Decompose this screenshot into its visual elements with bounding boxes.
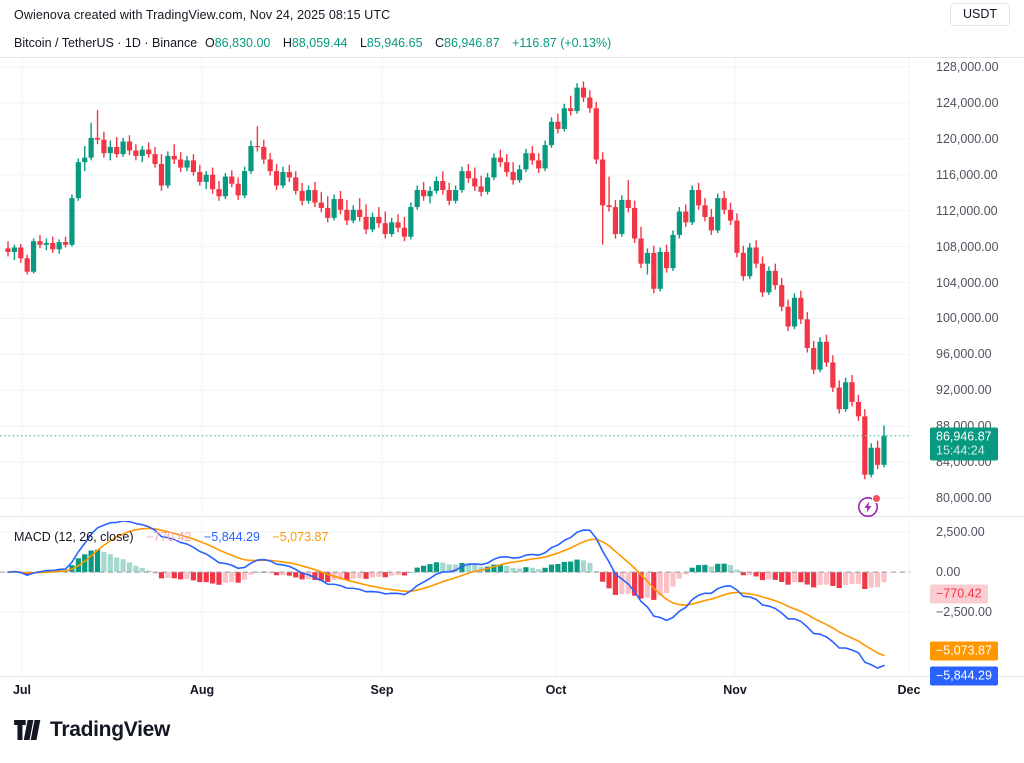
time-axis-tick: Dec xyxy=(897,683,921,697)
tradingview-wordmark: TradingView xyxy=(50,718,171,741)
price-chart-pane[interactable] xyxy=(0,58,1024,516)
macd-hist-value: −770.42 xyxy=(145,530,192,544)
pane-divider-top xyxy=(0,57,1024,58)
pane-divider-bottom xyxy=(0,676,1024,677)
ohlc-close-value: 86,946.87 xyxy=(444,36,500,50)
candlestick-plot xyxy=(0,58,910,516)
lightning-bolt-icon[interactable] xyxy=(856,494,881,519)
ohlc-high-value: 88,059.44 xyxy=(291,36,348,50)
macd-signal-value: −5,073.87 xyxy=(272,530,329,544)
macd-line-value: −5,844.29 xyxy=(204,530,260,544)
tradingview-mark-icon xyxy=(14,720,41,740)
ohlc-change: +116.87 (+0.13%) xyxy=(512,36,612,50)
macd-legend[interactable]: MACD (12, 26, close) −770.42 −5,844.29 −… xyxy=(14,530,328,544)
macd-title: MACD (12, 26, close) xyxy=(14,530,134,544)
time-axis[interactable]: Jul Aug Sep Oct Nov Dec xyxy=(0,677,1024,707)
time-axis-tick: Oct xyxy=(545,683,567,697)
ohlc-close-label: C xyxy=(435,36,445,50)
chart-legend-row: Bitcoin / TetherUS · 1D · Binance O86,83… xyxy=(0,30,1024,58)
tradingview-logo[interactable]: TradingView xyxy=(14,718,170,742)
symbol-legend[interactable]: Bitcoin / TetherUS · 1D · Binance xyxy=(14,36,198,50)
time-axis-tick: Aug xyxy=(189,683,215,697)
time-axis-tick: Nov xyxy=(723,683,747,697)
attribution-text: Owienova created with TradingView.com, N… xyxy=(14,8,391,22)
ohlc-low-label: L xyxy=(359,36,367,50)
macd-chart-pane[interactable] xyxy=(0,521,1024,676)
ohlc-legend: O86,830.00 H88,059.44 L85,946.65 C86,946… xyxy=(205,36,611,50)
ohlc-open-value: 86,830.00 xyxy=(214,36,271,50)
ohlc-high-label: H xyxy=(282,36,292,50)
time-axis-tick: Jul xyxy=(12,683,32,697)
ohlc-open-label: O xyxy=(205,36,215,50)
notification-dot xyxy=(872,494,881,503)
ohlc-low-value: 85,946.65 xyxy=(366,36,423,50)
time-axis-tick: Sep xyxy=(370,683,394,697)
pane-divider-middle xyxy=(0,516,1024,517)
macd-plot xyxy=(0,521,910,676)
lightning-bolt-glyph xyxy=(858,497,878,517)
currency-badge[interactable]: USDT xyxy=(949,3,1010,26)
